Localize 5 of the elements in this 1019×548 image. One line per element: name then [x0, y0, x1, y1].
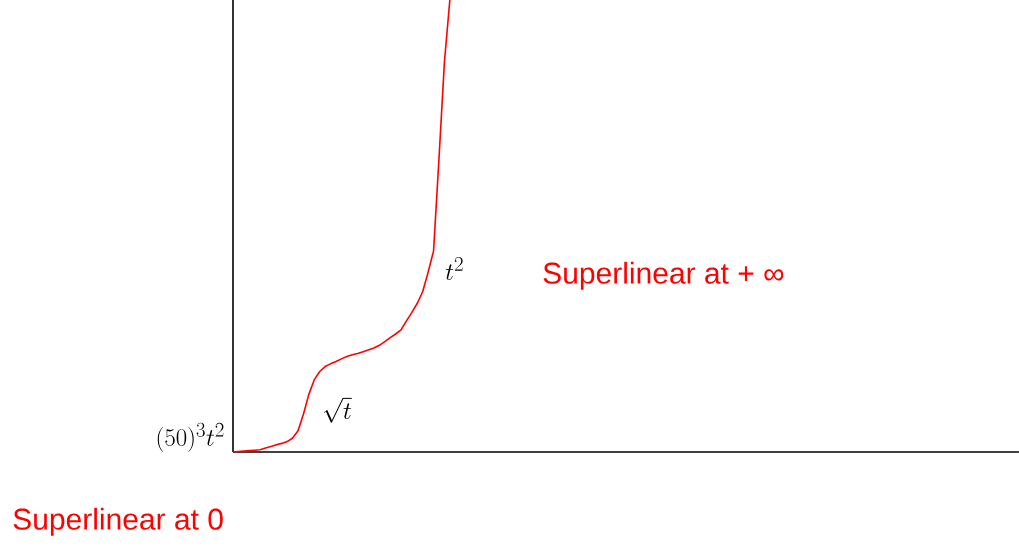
text: $(50)^3t^2$ — [157, 422, 224, 452]
annotation: Superlinear at + ∞ — [543, 261, 784, 290]
annotation: $\sqrt{t}$ — [324, 397, 352, 423]
annotation: $t^2$ — [445, 257, 463, 281]
text: Superlinear at 0 — [13, 507, 223, 536]
